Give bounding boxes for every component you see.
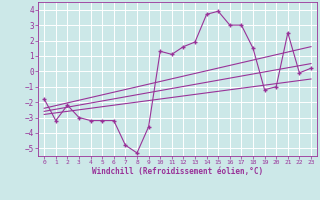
X-axis label: Windchill (Refroidissement éolien,°C): Windchill (Refroidissement éolien,°C) (92, 167, 263, 176)
